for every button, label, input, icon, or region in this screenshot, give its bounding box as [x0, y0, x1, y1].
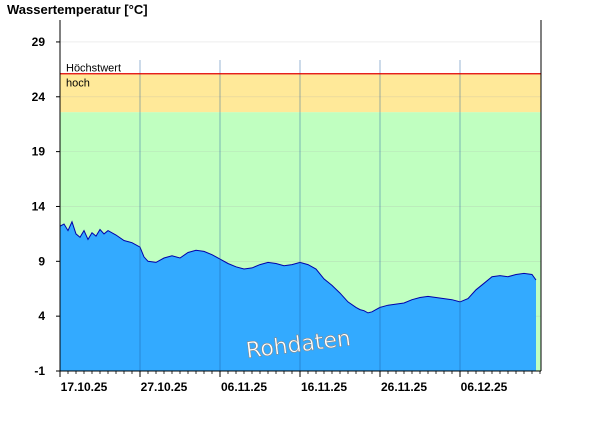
x-tick-label: 06.12.25 — [461, 380, 508, 394]
x-tick-label: 17.10.25 — [61, 380, 108, 394]
band-label-hoch: hoch — [66, 78, 90, 90]
band-hoch — [60, 73, 541, 113]
chart-title: Wassertemperatur [°C] — [7, 2, 148, 17]
y-tick-label: 4 — [38, 309, 45, 323]
y-tick-label: -1 — [34, 364, 45, 378]
y-tick-label: 24 — [32, 90, 46, 104]
x-tick-label: 16.11.25 — [301, 380, 347, 394]
x-tick-label: 26.11.25 — [381, 380, 427, 394]
axes: -1 4 9 14 19 24 29 17.10.25 27.10.25 06.11.25 16.1… — [32, 20, 542, 394]
y-tick-label: 9 — [38, 254, 45, 268]
series-area — [60, 221, 536, 371]
limit-line-label: Höchstwert — [66, 63, 121, 75]
y-tick-label: 29 — [32, 35, 46, 49]
x-tick-label: 06.11.25 — [221, 380, 267, 394]
x-tick-label: 27.10.25 — [141, 380, 188, 394]
y-tick-label: 14 — [32, 199, 46, 213]
y-tick-label: 19 — [32, 145, 46, 159]
series-line — [59, 220, 537, 314]
